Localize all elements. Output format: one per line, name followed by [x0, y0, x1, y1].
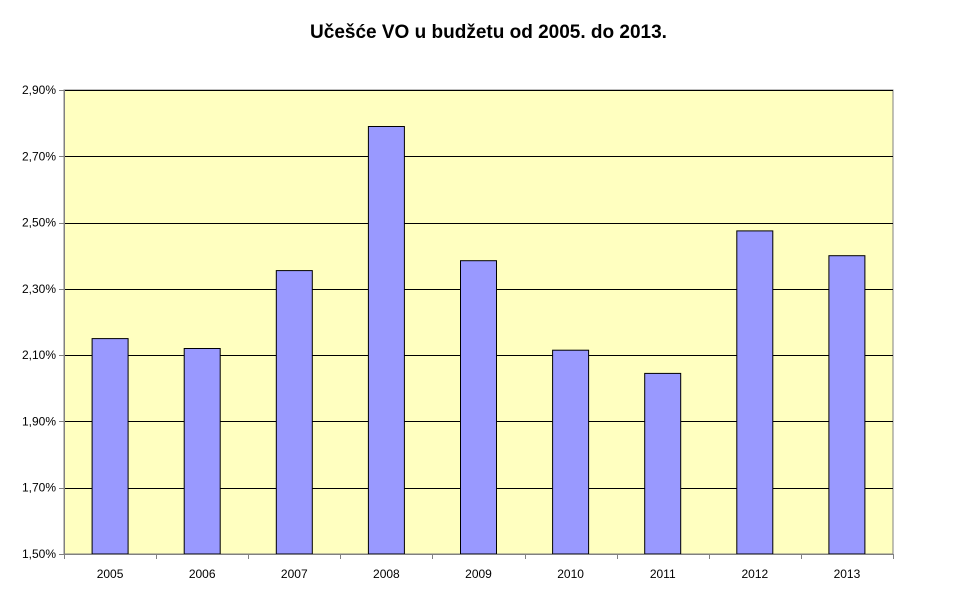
y-tick-label: 2,50% [22, 216, 56, 230]
chart-title: Učešće VO u budžetu od 2005. do 2013. [310, 22, 667, 43]
x-tick-label: 2007 [281, 567, 308, 581]
x-tick-label: 2012 [741, 567, 768, 581]
x-tick-label: 2006 [189, 567, 216, 581]
y-tick-label: 2,30% [22, 282, 56, 296]
x-tick-labels: 2005 2006 2007 2008 2009 2010 2011 2012 2013 [97, 567, 861, 581]
bar-2012 [736, 230, 774, 555]
y-tick-label: 1,50% [22, 547, 56, 561]
x-tick-label: 2005 [97, 567, 124, 581]
bar-2010 [552, 349, 590, 555]
y-tick-label: 1,90% [22, 414, 56, 428]
x-tick-label: 2011 [650, 567, 676, 581]
y-tick-label: 2,90% [22, 83, 56, 97]
y-tick-label: 2,10% [22, 348, 56, 362]
y-tick-label: 1,70% [22, 481, 56, 495]
x-tick-label: 2008 [373, 567, 400, 581]
x-tick-label: 2009 [465, 567, 492, 581]
y-tick-labels: 1,50% 1,70% 1,90% 2,10% 2,30% 2,50% 2,70% 2,90% [22, 83, 56, 561]
bars [91, 126, 866, 555]
bar-2007 [275, 270, 313, 555]
bar-2006 [183, 348, 221, 555]
bar-2009 [460, 260, 497, 555]
y-tick-label: 2,70% [22, 149, 56, 163]
bar-2005 [91, 338, 129, 555]
axes [59, 90, 894, 559]
x-tick-label: 2013 [834, 567, 861, 581]
bar-2008 [367, 126, 405, 555]
bar-2013 [828, 255, 866, 555]
bar-2011 [644, 372, 682, 555]
x-tick-label: 2010 [557, 567, 584, 581]
